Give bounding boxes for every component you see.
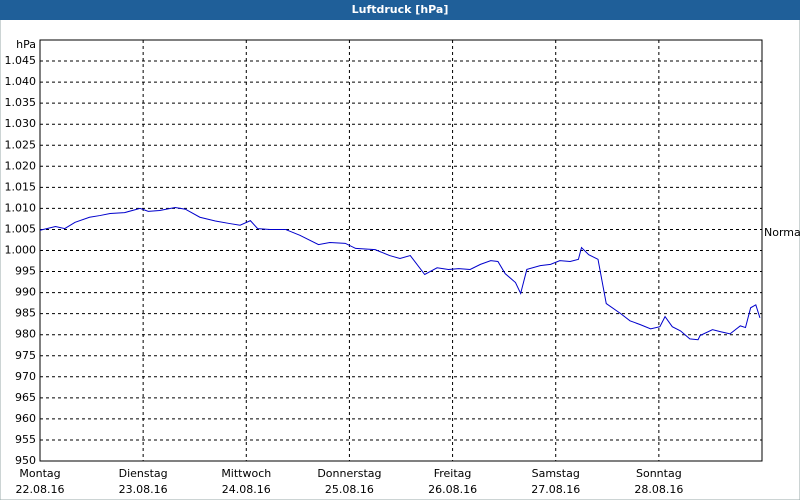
- x-tick-date: 23.08.16: [119, 483, 168, 496]
- y-tick-label: 1.045: [5, 54, 37, 67]
- x-tick-day: Sonntag: [636, 467, 682, 480]
- y-tick-label: 1.025: [5, 138, 37, 151]
- y-axis-label: hPa: [16, 38, 36, 51]
- x-tick-date: 28.08.16: [634, 483, 683, 496]
- annotation: Normal: [764, 226, 800, 239]
- y-tick-label: 980: [15, 328, 36, 341]
- x-tick-date: 22.08.16: [16, 483, 65, 496]
- x-tick-date: 27.08.16: [531, 483, 580, 496]
- plot-border: [39, 39, 763, 462]
- title-bar: [0, 0, 800, 20]
- y-tick-label: 950: [15, 454, 36, 467]
- y-tick-label: 960: [15, 412, 36, 425]
- y-tick-label: 1.015: [5, 180, 37, 193]
- x-tick-day: Mittwoch: [221, 467, 271, 480]
- pressure-line: [39, 207, 761, 341]
- y-tick-label: 1.035: [5, 96, 37, 109]
- y-tick-label: 995: [15, 265, 36, 278]
- chart-title: Luftdruck [hPa]: [352, 3, 449, 16]
- x-tick-date: 24.08.16: [222, 483, 271, 496]
- y-tick-label: 1.020: [5, 159, 37, 172]
- y-tick-label: 975: [15, 349, 36, 362]
- y-tick-label: 1.005: [5, 222, 37, 235]
- y-tick-label: 1.030: [5, 117, 37, 130]
- y-tick-label: 1.000: [5, 244, 37, 257]
- y-tick-label: 965: [15, 391, 36, 404]
- y-tick-label: 985: [15, 307, 36, 320]
- y-tick-label: 1.040: [5, 75, 37, 88]
- x-tick-date: 25.08.16: [325, 483, 374, 496]
- x-tick-date: 26.08.16: [428, 483, 477, 496]
- x-tick-day: Donnerstag: [317, 467, 381, 480]
- x-tick-day: Freitag: [434, 467, 472, 480]
- x-tick-day: Montag: [19, 467, 60, 480]
- y-tick-label: 970: [15, 370, 36, 383]
- x-tick-day: Samstag: [532, 467, 580, 480]
- y-tick-label: 990: [15, 286, 36, 299]
- y-tick-label: 955: [15, 433, 36, 446]
- y-tick-label: 1.010: [5, 201, 37, 214]
- x-tick-day: Dienstag: [119, 467, 168, 480]
